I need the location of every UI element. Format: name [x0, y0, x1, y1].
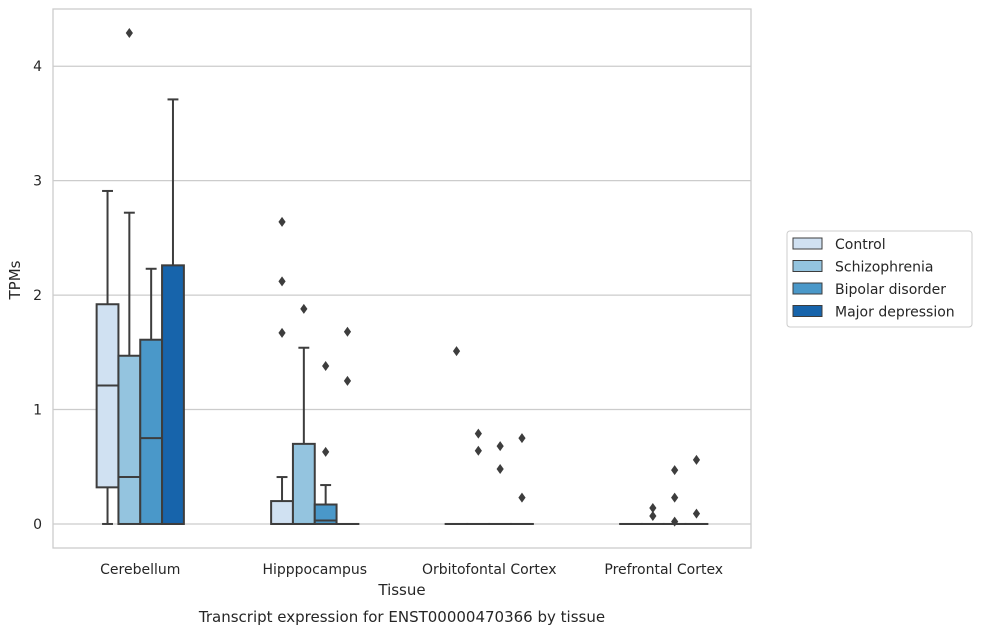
outlier-point [518, 433, 526, 444]
x-tick-label: Prefrontal Cortex [604, 562, 723, 578]
legend-label: Schizophrenia [835, 260, 933, 276]
y-axis-label: TPMs [6, 260, 24, 300]
y-tick-label: 1 [33, 403, 42, 419]
box-control [444, 346, 469, 525]
outlier-point [649, 502, 657, 513]
outlier-point [322, 446, 330, 457]
box-major-depression [161, 98, 185, 525]
outlier-point [496, 464, 504, 475]
outlier-point [343, 375, 352, 386]
outlier-point [278, 327, 286, 338]
legend-swatch [792, 237, 823, 250]
box-schizophrenia [117, 28, 142, 525]
legend-swatch [792, 305, 823, 317]
box-major-depression [335, 326, 360, 525]
y-tick-label: 2 [33, 288, 42, 304]
box-iqr [95, 303, 120, 489]
outlier-point [671, 492, 679, 503]
chart-title: Transcript expression for ENST0000047036… [198, 608, 605, 626]
x-tick-label: Orbitofontal Cortex [422, 562, 557, 578]
box-iqr [117, 354, 142, 525]
legend-frame [786, 230, 973, 328]
outlier-point [452, 346, 461, 357]
outlier-point [671, 465, 679, 476]
y-tick-label: 4 [33, 59, 42, 75]
x-tick-label: Hipppocampus [262, 562, 367, 578]
legend-label: Bipolar disorder [835, 282, 946, 298]
legend-label: Control [835, 237, 886, 253]
legend-swatch [792, 282, 823, 295]
legend-swatch [792, 260, 823, 272]
y-tick-labels: 0 1 2 3 4 [33, 59, 42, 533]
outlier-point [278, 216, 286, 227]
outlier-point [649, 510, 657, 521]
outlier-point [322, 361, 330, 372]
box-bipolar-disorder [662, 465, 687, 527]
box-schizophrenia [291, 303, 316, 525]
box-iqr [291, 442, 316, 525]
box-major-depression [684, 454, 709, 525]
x-tick-labels: Cerebellum Hipppocampus Orbitofontal Corte… [100, 562, 723, 578]
outlier-point [343, 326, 352, 337]
box-iqr [270, 500, 294, 525]
box-iqr [139, 338, 164, 525]
x-tick-label: Cerebellum [100, 562, 180, 578]
x-axis-label: Tissue [377, 581, 425, 599]
outlier-point [474, 428, 482, 439]
legend-label: Major depression [835, 305, 955, 321]
outlier-point [300, 303, 308, 314]
outlier-point [278, 276, 286, 287]
outlier-point [125, 28, 133, 39]
y-tick-label: 0 [33, 517, 42, 533]
box-iqr [313, 503, 338, 525]
outlier-point [474, 445, 482, 456]
outlier-point [671, 516, 679, 527]
box-bipolar-disorder [313, 361, 338, 525]
y-tick-label: 3 [33, 174, 42, 190]
box-bipolar-disorder [139, 267, 164, 525]
legend: Control Schizophrenia Bipolar disorder Majo… [786, 230, 973, 328]
box-major-depression [510, 433, 534, 525]
box-schizophrenia [640, 502, 665, 525]
outlier-point [692, 508, 701, 519]
box-control [270, 216, 294, 525]
outlier-point [518, 492, 526, 503]
box-control [95, 189, 120, 525]
box-iqr [161, 264, 185, 525]
box-schizophrenia [466, 428, 491, 525]
outlier-point [692, 454, 701, 465]
plot-boxes [95, 28, 709, 527]
box-bipolar-disorder [488, 441, 513, 525]
outlier-point [496, 441, 504, 452]
plot-frame [52, 8, 752, 549]
